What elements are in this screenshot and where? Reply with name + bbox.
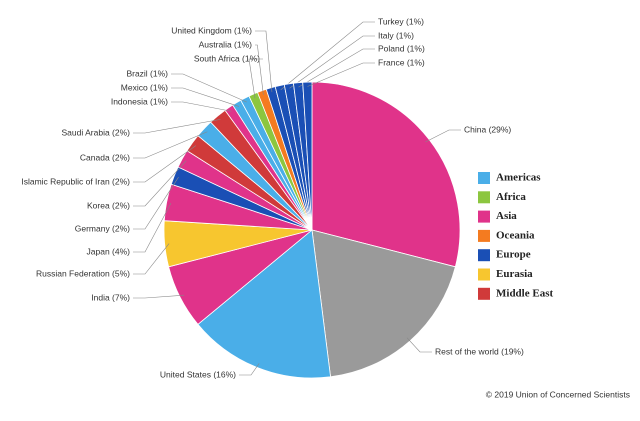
legend-swatch xyxy=(478,191,490,204)
legend-label: Middle East xyxy=(496,287,553,299)
pie-slice xyxy=(197,229,331,379)
legend-swatch xyxy=(478,268,490,281)
slice-label: Australia (1%) xyxy=(199,39,253,49)
leader-line xyxy=(289,35,375,89)
slice-label: Saudi Arabia (2%) xyxy=(61,127,130,137)
slice-label: Japan (4%) xyxy=(87,246,131,256)
slice-label: Islamic Republic of Iran (2%) xyxy=(21,176,130,186)
credit: © 2019 Union of Concerned Scientists xyxy=(486,389,630,399)
slice-label: United States (16%) xyxy=(160,369,236,379)
leader-line xyxy=(307,62,375,87)
legend-label: Americas xyxy=(496,172,541,184)
slice-label: India (7%) xyxy=(91,292,130,302)
legend-label: Africa xyxy=(496,191,526,203)
leader-line xyxy=(133,145,197,183)
leader-line xyxy=(239,363,260,376)
slice-label: Russian Federation (5%) xyxy=(36,268,130,278)
legend-label: Europe xyxy=(496,249,531,261)
legend-swatch xyxy=(478,249,490,262)
slice-label: China (29%) xyxy=(464,124,511,134)
slice-label: Canada (2%) xyxy=(80,152,130,162)
leader-line xyxy=(133,160,187,207)
slice-label: France (1%) xyxy=(378,57,425,67)
legend-swatch xyxy=(478,287,490,300)
leader-line xyxy=(171,87,240,107)
legend-label: Asia xyxy=(496,210,517,222)
slice-label: Poland (1%) xyxy=(378,43,425,53)
legend-label: Oceania xyxy=(496,229,535,241)
legend-swatch xyxy=(478,210,490,223)
slice-label: Turkey (1%) xyxy=(378,16,424,26)
slice-label: Brazil (1%) xyxy=(126,68,168,78)
leader-line xyxy=(133,176,179,230)
pie-slice xyxy=(302,81,313,231)
leader-line xyxy=(133,243,170,275)
slice-label: South Africa (1%) xyxy=(194,53,260,63)
slice-label: Rest of the world (19%) xyxy=(435,346,524,356)
slice-label: Korea (2%) xyxy=(87,200,130,210)
slice-label: United Kingdom (1%) xyxy=(171,25,252,35)
leader-line xyxy=(133,202,172,253)
leader-line xyxy=(133,294,185,299)
leader-line xyxy=(248,58,263,99)
leader-line xyxy=(298,48,375,88)
leader-line xyxy=(133,131,208,159)
leader-line xyxy=(171,101,232,112)
leader-line xyxy=(406,337,432,353)
legend-swatch xyxy=(478,172,490,184)
leader-line xyxy=(255,30,273,93)
pie-slice xyxy=(311,81,461,268)
leader-line xyxy=(255,44,264,95)
leader-line xyxy=(425,129,461,143)
slice-label: Germany (2%) xyxy=(75,223,130,233)
leader-line xyxy=(280,21,375,91)
slice-label: Mexico (1%) xyxy=(121,82,168,92)
legend-label: Eurasia xyxy=(496,268,533,280)
leader-line xyxy=(133,119,221,134)
slice-label: Italy (1%) xyxy=(378,30,414,40)
slice-label: Indonesia (1%) xyxy=(111,96,168,106)
leader-line xyxy=(171,73,247,103)
legend-swatch xyxy=(478,229,490,242)
